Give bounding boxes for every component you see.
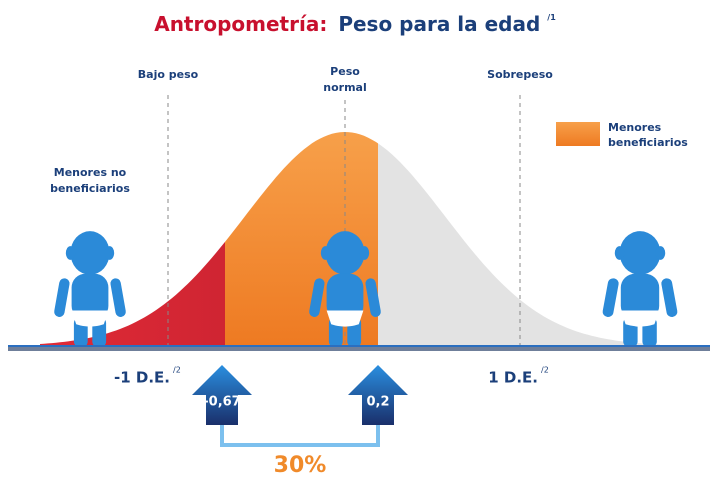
axis-label: 1 D.E. (488, 369, 538, 387)
title-bold: Antropometría: (154, 12, 327, 36)
baseline (8, 345, 710, 351)
zone-label: Bajo peso (138, 68, 199, 81)
title: Antropometría: Peso para la edad /1 (154, 12, 556, 36)
curve-segment (40, 241, 225, 346)
zone-label: Sobrepeso (487, 68, 553, 81)
arrow (348, 365, 408, 425)
legend-label: Menores (608, 121, 662, 134)
result: 30% (274, 453, 327, 478)
zone-label: normal (323, 81, 366, 94)
legend-label: beneficiarios (608, 136, 688, 149)
axis-note: /2 (541, 366, 549, 375)
baby-icon (601, 231, 679, 348)
legend-swatch (556, 122, 600, 146)
baseline-top (8, 345, 710, 347)
title-note: /1 (547, 13, 556, 22)
arrow-label: -0,67 (203, 395, 240, 410)
title-rest: Peso para la edad (338, 12, 540, 36)
connector (220, 423, 380, 447)
arrow (192, 365, 252, 425)
arrow-label: 0,2 (366, 395, 389, 410)
zone-label: Peso (330, 65, 360, 78)
axis-note: /2 (173, 366, 181, 375)
axis-label: -1 D.E. (114, 369, 170, 387)
curve-segment (378, 143, 660, 346)
baby-icon (53, 231, 127, 348)
group-label: beneficiarios (50, 182, 130, 195)
group-label: Menores no (54, 166, 127, 179)
